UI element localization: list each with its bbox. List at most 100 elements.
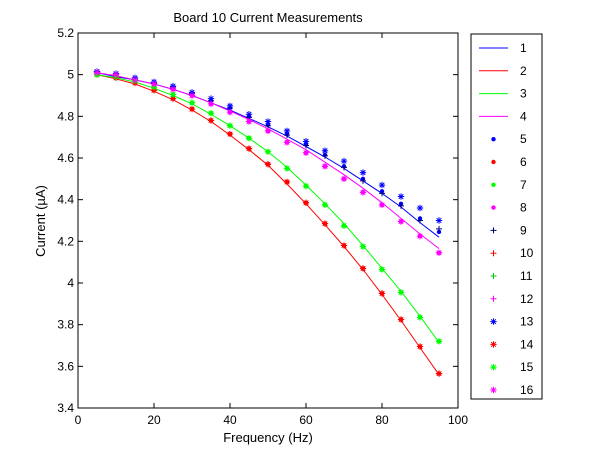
legend-marker bbox=[490, 364, 497, 371]
y-tick-label: 3.4 bbox=[57, 401, 74, 415]
data-point-15 bbox=[340, 222, 348, 229]
data-point-9 bbox=[436, 225, 442, 232]
data-point-14 bbox=[416, 343, 424, 350]
data-point-9 bbox=[322, 152, 328, 159]
data-point-13 bbox=[416, 204, 424, 212]
data-point-15 bbox=[359, 243, 367, 250]
legend-label: 11 bbox=[520, 269, 533, 283]
legend-marker bbox=[491, 137, 496, 142]
x-tick-label: 60 bbox=[299, 413, 313, 427]
data-point-15 bbox=[321, 201, 329, 209]
legend-label: 12 bbox=[520, 292, 534, 306]
data-point-14 bbox=[188, 105, 196, 113]
data-point-16 bbox=[150, 80, 158, 88]
y-tick-label: 3.6 bbox=[57, 359, 74, 373]
data-point-16 bbox=[93, 69, 101, 76]
data-point-9 bbox=[360, 177, 366, 184]
series-16 bbox=[93, 69, 443, 256]
data-point-14 bbox=[226, 130, 234, 138]
data-point-14 bbox=[435, 370, 443, 377]
legend-item-3: 3 bbox=[479, 87, 527, 101]
data-point-13 bbox=[340, 157, 348, 165]
x-tick-label: 80 bbox=[375, 413, 389, 427]
data-point-15 bbox=[264, 148, 272, 155]
legend-label: 9 bbox=[520, 223, 527, 237]
x-axis: 0 20 40 60 80 100 bbox=[75, 33, 468, 427]
legend-marker bbox=[491, 205, 496, 210]
data-point-15 bbox=[435, 338, 443, 345]
data-point-13 bbox=[245, 111, 253, 118]
x-tick-label: 40 bbox=[223, 413, 237, 427]
chart-title: Board 10 Current Measurements bbox=[173, 10, 363, 25]
legend-marker bbox=[490, 341, 497, 348]
legend-marker bbox=[490, 295, 497, 302]
data-point-15 bbox=[207, 110, 215, 117]
y-tick-label: 4.4 bbox=[57, 193, 74, 207]
y-axis-title: Current (µA) bbox=[33, 185, 48, 257]
x-axis-title: Frequency (Hz) bbox=[223, 430, 313, 445]
legend-label: 14 bbox=[520, 337, 534, 351]
data-point-15 bbox=[378, 266, 386, 273]
legend-item-16: 16 bbox=[490, 383, 534, 397]
data-point-13 bbox=[359, 169, 367, 176]
data-point-14 bbox=[359, 265, 367, 272]
legend-marker bbox=[490, 318, 497, 325]
data-point-9 bbox=[398, 202, 404, 209]
data-point-13 bbox=[207, 95, 215, 102]
data-point-16 bbox=[283, 139, 291, 146]
legend-item-5: 5 bbox=[491, 132, 527, 146]
legend-label: 7 bbox=[520, 178, 527, 192]
legend-label: 15 bbox=[520, 360, 534, 374]
legend-item-7: 7 bbox=[491, 178, 527, 192]
legend-item-2: 2 bbox=[479, 64, 527, 78]
legend-marker bbox=[490, 227, 497, 234]
legend-item-10: 10 bbox=[490, 246, 534, 260]
legend-item-11: 11 bbox=[490, 269, 533, 283]
data-point-14 bbox=[169, 95, 177, 102]
data-point-15 bbox=[226, 122, 234, 129]
legend-marker bbox=[490, 273, 497, 279]
data-point-13 bbox=[283, 127, 291, 135]
data-point-13 bbox=[397, 193, 405, 200]
data-point-13 bbox=[321, 147, 329, 154]
legend-label: 13 bbox=[520, 315, 534, 329]
data-point-9 bbox=[379, 190, 385, 197]
y-tick-label: 5.2 bbox=[57, 26, 74, 40]
data-point-16 bbox=[302, 149, 310, 156]
data-point-16 bbox=[207, 100, 215, 108]
legend-item-12: 12 bbox=[490, 292, 534, 306]
data-point-16 bbox=[112, 71, 120, 78]
x-tick-label: 100 bbox=[448, 413, 468, 427]
x-tick-label: 0 bbox=[75, 413, 82, 427]
data-point-16 bbox=[245, 118, 253, 125]
legend-marker bbox=[491, 159, 496, 165]
data-point-15 bbox=[397, 289, 405, 296]
y-tick-label: 4.2 bbox=[57, 234, 74, 248]
data-point-16 bbox=[378, 201, 386, 209]
data-point-13 bbox=[226, 102, 234, 110]
plot-frame bbox=[77, 32, 459, 409]
legend-label: 16 bbox=[520, 383, 534, 397]
legend-marker bbox=[490, 250, 497, 257]
data-point-16 bbox=[264, 127, 272, 135]
data-point-16 bbox=[321, 163, 329, 170]
y-tick-label: 4 bbox=[67, 276, 74, 290]
legend-label: 6 bbox=[520, 155, 527, 169]
x-tick-label: 20 bbox=[147, 413, 161, 427]
data-point-15 bbox=[416, 314, 424, 321]
y-tick-label: 4.6 bbox=[57, 151, 74, 165]
legend-item-4: 4 bbox=[479, 109, 527, 123]
legend-item-9: 9 bbox=[490, 223, 527, 237]
data-point-15 bbox=[169, 91, 177, 98]
data-point-16 bbox=[131, 76, 139, 84]
data-point-5 bbox=[436, 229, 442, 235]
data-point-15 bbox=[302, 182, 310, 190]
plot-area bbox=[77, 32, 459, 409]
data-point-16 bbox=[435, 249, 443, 256]
legend-label: 10 bbox=[520, 246, 534, 260]
data-point-14 bbox=[321, 220, 329, 227]
legend-item-1: 1 bbox=[479, 41, 527, 55]
data-point-16 bbox=[340, 175, 348, 183]
